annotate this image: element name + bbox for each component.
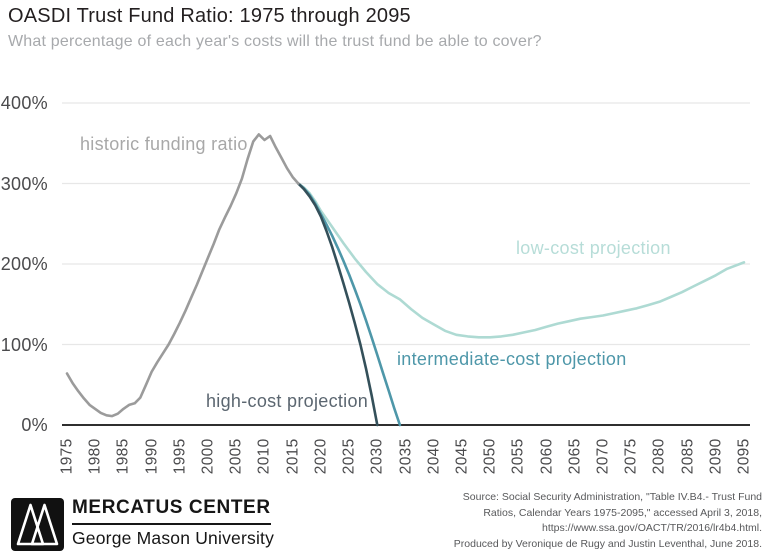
low-line — [297, 182, 746, 339]
source-line: Produced by Veronique de Rugy and Justin… — [453, 537, 762, 550]
x-axis-tick-label: 2045 — [453, 438, 471, 475]
footer: MERCATUS CENTER George Mason University … — [0, 488, 768, 558]
historic-line — [65, 133, 300, 418]
x-axis-tick-label: 2040 — [425, 438, 443, 475]
historic-line-label: historic funding ratio — [80, 134, 248, 154]
page-subtitle: What percentage of each year's costs wil… — [8, 33, 542, 50]
x-axis-tick-label: 2090 — [707, 438, 725, 475]
x-axis-tick-label: 1975 — [58, 438, 76, 475]
source-note: Source: Social Security Administration, … — [422, 490, 762, 552]
x-axis-tick-label: 2010 — [255, 438, 273, 475]
x-axis-tick-label: 1990 — [143, 438, 161, 475]
x-axis-tick-label: 2015 — [284, 438, 302, 475]
x-axis-tick-label: 2000 — [199, 438, 217, 475]
x-axis-tick-label: 2085 — [679, 438, 697, 475]
brand-name: MERCATUS CENTER — [72, 497, 271, 525]
y-axis-tick-label: 300% — [0, 173, 48, 194]
y-axis-tick-label: 0% — [21, 415, 48, 435]
x-axis-tick-label: 1980 — [86, 438, 104, 475]
x-axis-tick-label: 2095 — [735, 438, 753, 475]
high-line — [297, 182, 379, 427]
x-axis-tick-label: 2035 — [397, 438, 414, 475]
source-line: https://www.ssa.gov/OACT/TR/2016/lr4b4.h… — [542, 522, 762, 534]
mercatus-logo-icon — [11, 498, 64, 551]
x-axis-tick-label: 2075 — [622, 438, 640, 475]
x-axis-tick-label: 1995 — [171, 438, 189, 475]
x-axis-tick-label: 2030 — [368, 438, 386, 475]
source-line: Ratios, Calendar Years 1975-2095," acces… — [483, 506, 762, 519]
brand-block: MERCATUS CENTER George Mason University — [72, 497, 274, 549]
x-axis-tick-label: 2070 — [594, 438, 612, 475]
brand-subname: George Mason University — [72, 528, 275, 548]
intermediate-cost-line-label: intermediate-cost projection — [397, 349, 627, 369]
x-axis-tick-label: 2020 — [312, 438, 330, 475]
x-axis-tick-label: 2060 — [538, 438, 556, 475]
x-axis-tick-label: 2055 — [509, 438, 527, 475]
x-axis-tick-label: 1985 — [114, 438, 132, 475]
high-cost-line-label: high-cost projection — [206, 391, 369, 411]
y-axis-tick-label: 100% — [0, 334, 48, 355]
y-axis-tick-label: 400% — [0, 93, 48, 113]
x-axis-tick-label: 2080 — [650, 438, 668, 475]
y-axis-tick-label: 200% — [0, 254, 48, 274]
low-cost-line-label: low-cost projection — [516, 238, 671, 258]
x-axis-tick-label: 2005 — [227, 438, 245, 475]
x-axis-tick-label: 2065 — [566, 438, 584, 475]
page-title: OASDI Trust Fund Ratio: 1975 through 209… — [8, 5, 411, 27]
source-line: Source: Social Security Administration, … — [462, 491, 762, 503]
x-axis-tick-label: 2050 — [481, 438, 499, 475]
x-axis-tick-label: 2025 — [340, 438, 358, 475]
